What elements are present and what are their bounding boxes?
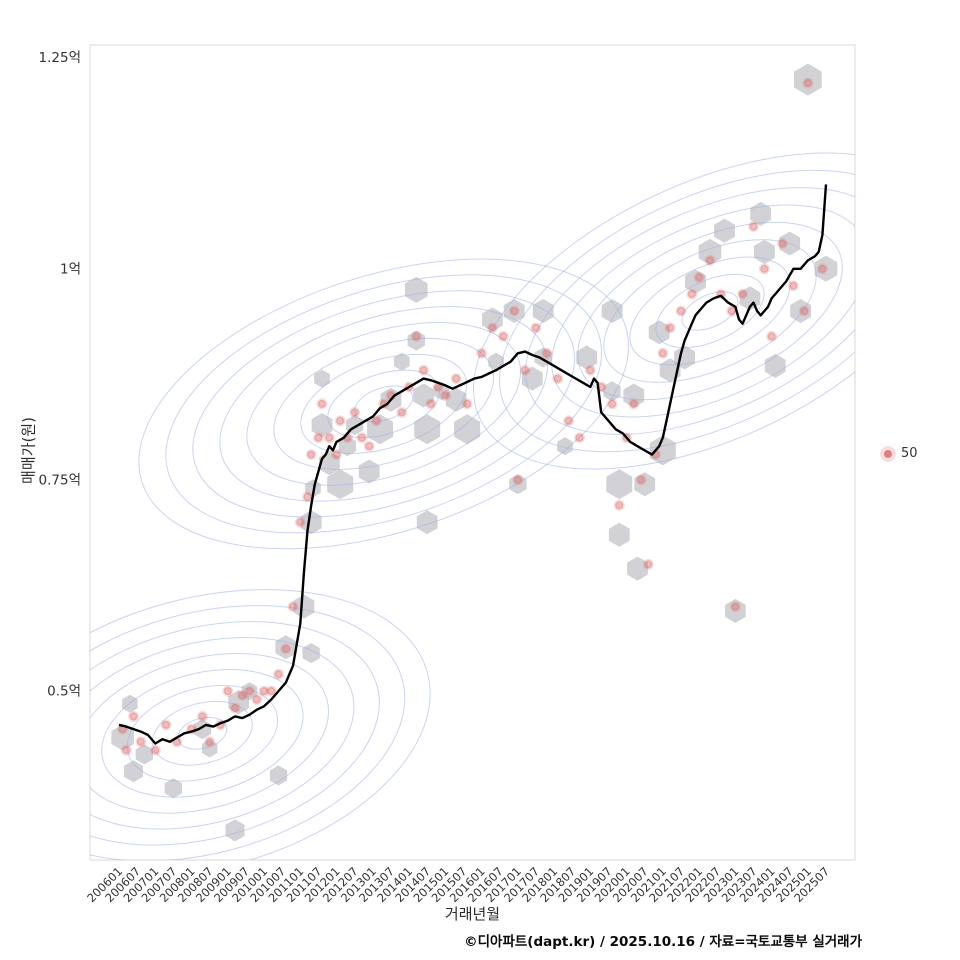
x-tick-labels: 2006012006072007012007072008012008072009… bbox=[84, 864, 832, 905]
source-caption: ©디아파트(dapt.kr) / 2025.10.16 / 자료=국토교통부 실… bbox=[464, 934, 862, 950]
plot-border bbox=[89, 44, 856, 861]
y-axis-label: 매매가(원) bbox=[19, 417, 38, 484]
svg-text:0.5억: 0.5억 bbox=[47, 684, 81, 700]
plot-area bbox=[90, 63, 855, 860]
legend-point-icon bbox=[884, 449, 892, 458]
svg-text:1억: 1억 bbox=[60, 261, 81, 277]
scatter-layer bbox=[117, 77, 828, 756]
contour-layer bbox=[90, 152, 855, 860]
svg-text:0.75억: 0.75억 bbox=[39, 472, 81, 488]
trend-line bbox=[118, 184, 828, 745]
y-tick-labels: 1.25억 1억 0.75억 0.5억 bbox=[39, 50, 81, 699]
legend: 50 bbox=[884, 446, 918, 461]
hexbin-layer bbox=[111, 63, 838, 842]
x-axis-label: 거래년월 bbox=[444, 905, 501, 923]
svg-text:1.25억: 1.25억 bbox=[39, 50, 81, 66]
legend-size-label: 50 bbox=[901, 446, 918, 461]
